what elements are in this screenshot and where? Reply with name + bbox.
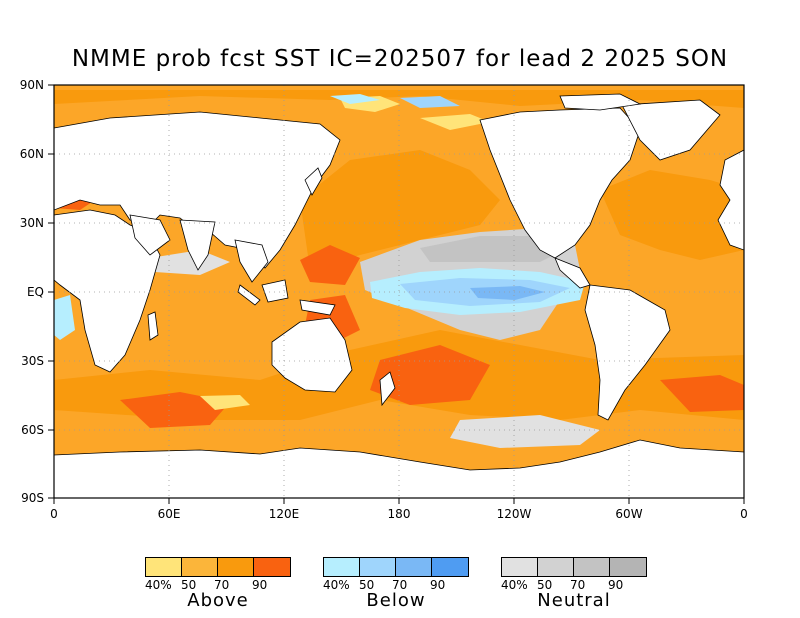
- legend-swatch: [574, 558, 610, 576]
- lat-label: 60N: [19, 147, 44, 161]
- lon-label: 60E: [157, 507, 181, 521]
- antarctica: [54, 439, 744, 498]
- japan: [304, 167, 323, 196]
- tick-marks: [48, 84, 745, 504]
- legend-swatch: [538, 558, 574, 576]
- grid-lines: [54, 85, 744, 498]
- continents: [54, 93, 744, 421]
- legend-swatch-bar: [323, 557, 469, 577]
- lat-label: 90S: [21, 491, 44, 505]
- sumatra: [237, 284, 261, 306]
- above-90-region: [120, 392, 230, 428]
- legend-swatch: [218, 558, 254, 576]
- lat-label: 90N: [19, 78, 44, 92]
- legend-swatch: [610, 558, 646, 576]
- lat-label: 60S: [21, 423, 44, 437]
- lat-label: 30S: [21, 354, 44, 368]
- below-70-region: [470, 286, 545, 300]
- neutral-region: [420, 236, 560, 262]
- above-40-region: [420, 114, 490, 130]
- lat-label: EQ: [26, 285, 44, 299]
- europe-africa-east-edge: [717, 149, 744, 251]
- legend-tick: 50: [181, 578, 197, 592]
- legend-above: 40% 50 70 90 Above: [145, 557, 291, 611]
- lat-label: 30N: [19, 216, 44, 230]
- lon-label: 0: [50, 507, 58, 521]
- legend-swatch: [146, 558, 182, 576]
- above-40-region: [200, 395, 250, 410]
- legend-name: Below: [366, 590, 426, 611]
- below-40-region: [400, 96, 460, 108]
- lon-label: 180: [387, 507, 411, 521]
- se-asia: [234, 239, 269, 283]
- legend-swatch: [182, 558, 218, 576]
- lon-label: 0: [740, 507, 748, 521]
- legend-tick: 40%: [501, 578, 528, 592]
- arctic-islands: [559, 93, 642, 111]
- legend-name: Neutral: [537, 590, 611, 611]
- legend-swatch-bar: [145, 557, 291, 577]
- lon-label: 120W: [496, 507, 532, 521]
- legend-tick: 50: [359, 578, 375, 592]
- africa-landmass: [54, 209, 161, 373]
- australia: [271, 317, 353, 393]
- south-america: [584, 284, 671, 421]
- new-zealand: [379, 371, 396, 407]
- central-america: [554, 257, 591, 289]
- legend-tick: 70: [214, 578, 230, 592]
- lon-label: 120E: [268, 507, 300, 521]
- legend-tick: 90: [608, 578, 624, 592]
- legend-swatch: [254, 558, 290, 576]
- arabia: [129, 214, 171, 256]
- above-70-region: [300, 150, 500, 270]
- legend-swatch: [324, 558, 360, 576]
- below-40-region: [54, 295, 75, 340]
- borneo: [261, 279, 289, 303]
- below-40-region: [330, 94, 380, 104]
- india: [179, 219, 216, 271]
- madagascar: [147, 311, 159, 341]
- legend-swatch: [360, 558, 396, 576]
- map-title: NMME prob fcst SST IC=202507 for lead 2 …: [71, 46, 729, 72]
- legend-tick: 90: [430, 578, 446, 592]
- above-70-region: [54, 90, 744, 108]
- legend-below: 40% 50 70 90 Below: [323, 557, 469, 611]
- legend-name: Above: [187, 590, 249, 611]
- lon-label: 60W: [615, 507, 643, 521]
- above-70-region: [600, 170, 744, 260]
- greenland: [621, 99, 721, 161]
- legend-neutral: 40% 50 70 90 Neutral: [501, 557, 647, 611]
- legend-swatch: [432, 558, 468, 576]
- above-90-region: [660, 375, 744, 412]
- legend-tick: 70: [392, 578, 408, 592]
- new-guinea: [299, 299, 336, 316]
- above-90-region: [370, 345, 490, 405]
- legend-tick: 40%: [145, 578, 172, 592]
- legend-swatch-bar: [501, 557, 647, 577]
- legend-tick: 70: [570, 578, 586, 592]
- above-90-region: [300, 245, 360, 285]
- neutral-region: [450, 415, 600, 448]
- legend-tick: 90: [252, 578, 268, 592]
- legend-tick: 40%: [323, 578, 350, 592]
- legend-swatch: [502, 558, 538, 576]
- neutral-region: [150, 250, 230, 275]
- legend-tick: 50: [537, 578, 553, 592]
- legend-swatch: [396, 558, 432, 576]
